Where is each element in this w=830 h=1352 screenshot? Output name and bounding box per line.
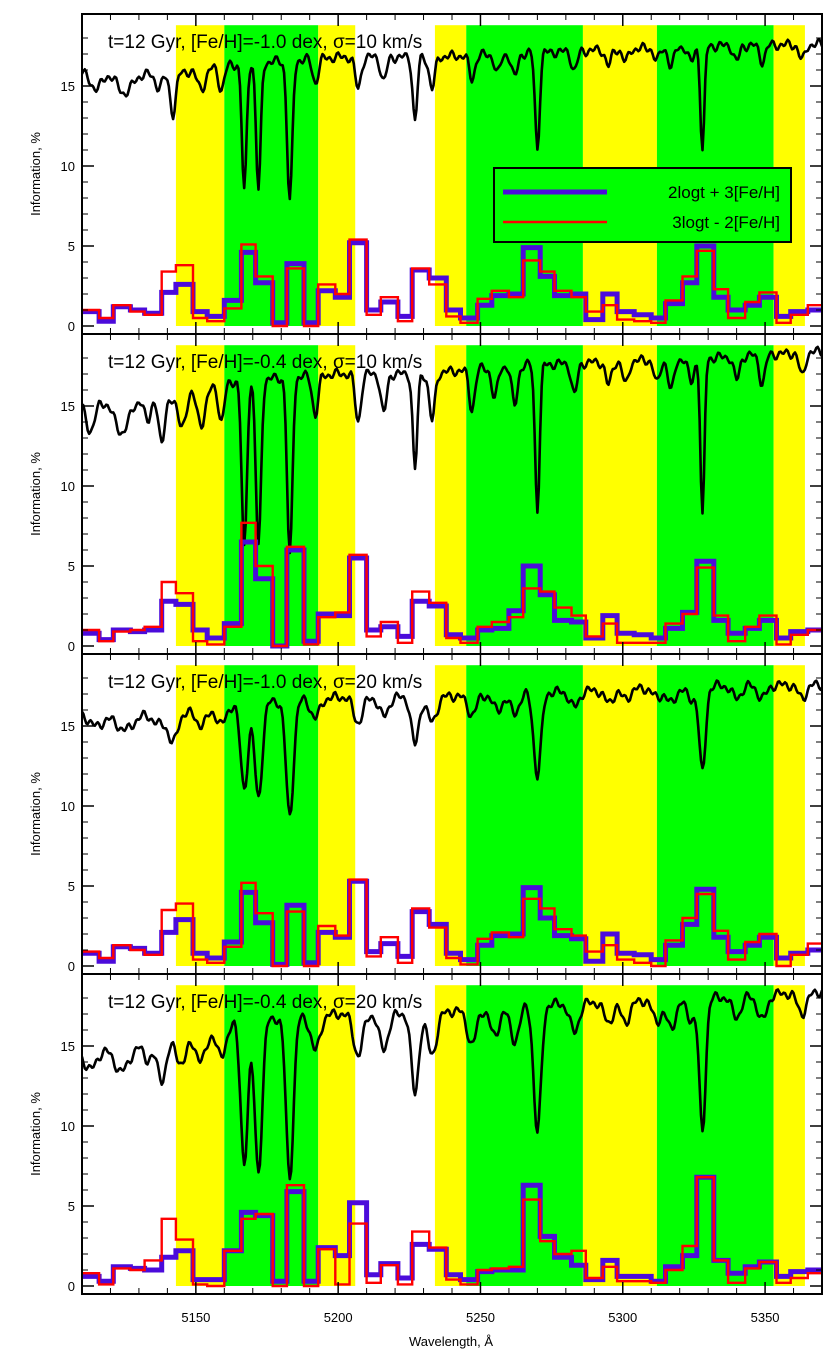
- y-tick-label: 0: [68, 639, 75, 654]
- panel-2: 0 5 10 15 Information, % t=12 Gyr, [Fe/H]=-0.…: [28, 333, 823, 655]
- y-tick-label: 0: [68, 1279, 75, 1294]
- y-tick-label: 15: [61, 399, 75, 414]
- spectrum-line: [82, 679, 822, 816]
- shaded-band-6: [582, 665, 657, 966]
- panel-3: 0 5 10 15 Information, % t=12 Gyr, [Fe/H]=-1.…: [28, 653, 823, 975]
- x-tick-label: 5350: [751, 1310, 780, 1325]
- shaded-band-6: [582, 985, 657, 1286]
- panel-title: t=12 Gyr, [Fe/H]=-0.4 dex, σ=20 km/s: [108, 992, 422, 1013]
- shaded-band-4: [434, 985, 467, 1286]
- panels: 0 5 10 15 Information, % t=12 Gyr, [Fe/H]=-1.…: [28, 13, 823, 1295]
- shaded-band-4: [434, 665, 467, 966]
- series-3logt-2feh: [82, 521, 822, 648]
- y-tick-label: 10: [61, 1119, 75, 1134]
- series-3logt-2feh: [82, 238, 822, 328]
- panel-1: 0 5 10 15 Information, % t=12 Gyr, [Fe/H]=-1.…: [28, 13, 823, 335]
- x-tick-label: 5200: [324, 1310, 353, 1325]
- shaded-band-4: [434, 25, 467, 326]
- y-tick-label: 5: [68, 879, 75, 894]
- y-tick-label: 5: [68, 1199, 75, 1214]
- shaded-band-1: [175, 345, 225, 646]
- spectrum-line: [82, 37, 822, 201]
- x-tick-label: 5250: [466, 1310, 495, 1325]
- y-tick-label: 15: [61, 719, 75, 734]
- y-tick-label: 10: [61, 479, 75, 494]
- shaded-band-4: [434, 345, 467, 646]
- y-tick-label: 15: [61, 79, 75, 94]
- panel-title: t=12 Gyr, [Fe/H]=-1.0 dex, σ=20 km/s: [108, 672, 422, 693]
- shaded-band-6: [582, 345, 657, 646]
- plot-area: [82, 345, 822, 649]
- y-tick-label: 0: [68, 959, 75, 974]
- spectrum-line: [82, 345, 822, 555]
- shaded-band-1: [175, 985, 225, 1286]
- y-axis-label: Information, %: [28, 452, 43, 536]
- panel-title: t=12 Gyr, [Fe/H]=-1.0 dex, σ=10 km/s: [108, 32, 422, 53]
- x-axis-label: Wavelength, Å: [409, 1334, 493, 1349]
- panel-4: 0 5 10 15 Information, % t=12 Gyr, [Fe/H]=-0.…: [28, 973, 823, 1295]
- y-tick-label: 0: [68, 319, 75, 334]
- y-axis-label: Information, %: [28, 132, 43, 216]
- plot-area: [82, 665, 822, 968]
- x-tick-labels: 5150 5200 5250 5300 5350: [181, 1310, 779, 1325]
- legend: 2logt + 3[Fe/H] 3logt - 2[Fe/H]: [493, 167, 792, 243]
- shaded-band-8: [773, 665, 805, 966]
- shaded-band-8: [773, 985, 805, 1286]
- legend-box: [493, 167, 792, 243]
- y-tick-label: 5: [68, 559, 75, 574]
- panel-title: t=12 Gyr, [Fe/H]=-0.4 dex, σ=10 km/s: [108, 352, 422, 373]
- series-3logt-2feh: [82, 878, 822, 968]
- y-axis-label: Information, %: [28, 772, 43, 856]
- spectrum-line: [82, 988, 822, 1181]
- x-tick-label: 5300: [608, 1310, 637, 1325]
- y-axis-label: Information, %: [28, 1092, 43, 1176]
- shaded-band-8: [773, 345, 805, 646]
- legend-label: 2logt + 3[Fe/H]: [668, 183, 780, 202]
- y-tick-label: 10: [61, 159, 75, 174]
- x-tick-label: 5150: [181, 1310, 210, 1325]
- legend-label: 3logt - 2[Fe/H]: [672, 213, 780, 232]
- y-tick-label: 15: [61, 1039, 75, 1054]
- y-tick-label: 5: [68, 239, 75, 254]
- plot-area: [82, 985, 822, 1288]
- series-3logt-2feh: [82, 1176, 822, 1288]
- y-tick-label: 10: [61, 799, 75, 814]
